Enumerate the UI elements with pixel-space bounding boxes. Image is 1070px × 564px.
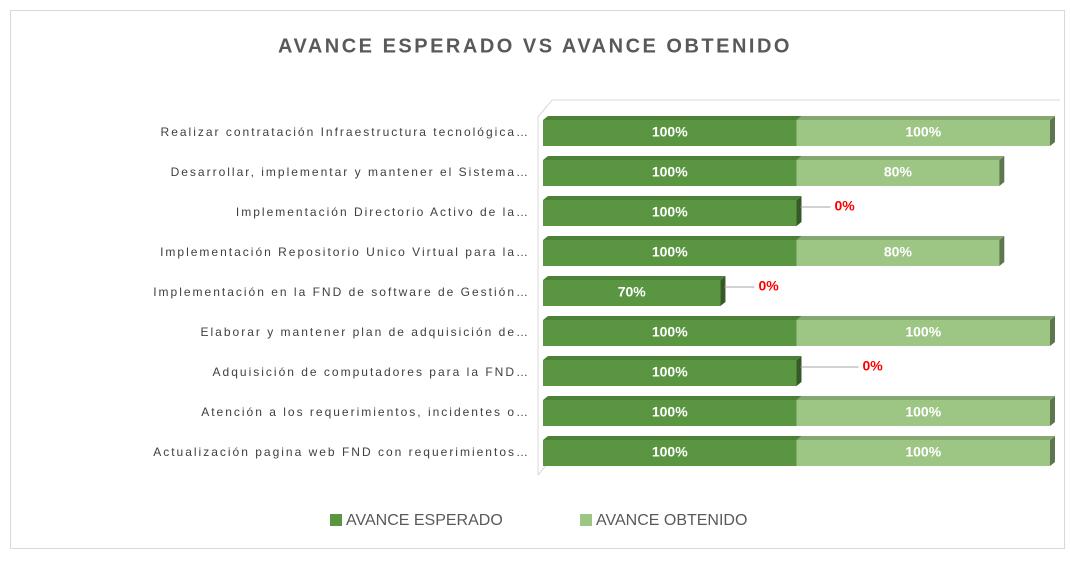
bar-side bbox=[999, 236, 1005, 266]
data-label: 0% bbox=[863, 358, 884, 374]
data-label: 100% bbox=[652, 124, 688, 140]
data-label: 100% bbox=[652, 444, 688, 460]
bar-segment bbox=[796, 160, 1000, 186]
bar-side bbox=[720, 276, 726, 306]
data-label: 100% bbox=[905, 124, 941, 140]
bar-top bbox=[543, 156, 802, 160]
bar-segment bbox=[543, 400, 797, 426]
y-tick-label: Desarrollar, implementar y mantener el S… bbox=[171, 165, 530, 179]
bar-side bbox=[999, 156, 1005, 186]
y-tick-label: Implementación Directorio Activo de la… bbox=[236, 205, 530, 219]
bar-side bbox=[1050, 316, 1055, 346]
bar-segment bbox=[796, 400, 1050, 426]
y-tick-label: Implementación en la FND de software de … bbox=[153, 285, 530, 299]
bar-segment bbox=[796, 320, 1050, 346]
bar-top bbox=[543, 316, 802, 320]
data-label: 0% bbox=[835, 198, 856, 214]
bar-top bbox=[543, 196, 802, 200]
bar-top bbox=[796, 236, 1005, 240]
bar-top bbox=[796, 436, 1055, 440]
data-label: 100% bbox=[905, 444, 941, 460]
bar-segment bbox=[543, 160, 797, 186]
bar-top bbox=[543, 396, 802, 400]
data-label: 100% bbox=[652, 404, 688, 420]
y-tick-label: Elaborar y mantener plan de adquisición … bbox=[201, 325, 530, 339]
bar-segment bbox=[543, 360, 797, 386]
bar-side bbox=[796, 356, 802, 386]
y-tick-label: Implementación Repositorio Unico Virtual… bbox=[160, 245, 530, 259]
bar-side bbox=[1050, 436, 1055, 466]
legend-label: AVANCE OBTENIDO bbox=[596, 512, 747, 529]
legend-label: AVANCE ESPERADO bbox=[346, 512, 503, 529]
y-tick-label: Adquisición de computadores para la FND… bbox=[213, 365, 530, 379]
bar-top bbox=[543, 236, 802, 240]
data-label: 80% bbox=[884, 244, 913, 260]
bar-top bbox=[796, 156, 1005, 160]
legend-swatch bbox=[580, 514, 592, 526]
data-label: 70% bbox=[618, 284, 647, 300]
data-label: 100% bbox=[652, 164, 688, 180]
bar-top bbox=[796, 396, 1055, 400]
bar-top bbox=[543, 116, 802, 120]
bar-segment bbox=[543, 440, 797, 466]
bar-segment bbox=[796, 240, 1000, 266]
y-tick-label: Atención a los requerimientos, incidente… bbox=[201, 405, 530, 419]
bar-top bbox=[543, 356, 802, 360]
bar-side bbox=[1050, 116, 1055, 146]
bar-side bbox=[796, 196, 802, 226]
bar-segment bbox=[543, 120, 797, 146]
bar-side bbox=[1050, 396, 1055, 426]
bar-top bbox=[796, 316, 1055, 320]
data-label: 100% bbox=[652, 364, 688, 380]
data-label: 0% bbox=[758, 278, 779, 294]
bar-segment bbox=[543, 240, 797, 266]
bar-segment bbox=[796, 120, 1050, 146]
data-label: 100% bbox=[652, 244, 688, 260]
legend-swatch bbox=[330, 514, 342, 526]
bar-top bbox=[543, 436, 802, 440]
data-label: 80% bbox=[884, 164, 913, 180]
bar-segment bbox=[543, 320, 797, 346]
y-tick-label: Actualización pagina web FND con requeri… bbox=[153, 445, 530, 459]
bar-top bbox=[543, 276, 726, 280]
y-tick-label: Realizar contratación Infraestructura te… bbox=[161, 125, 530, 139]
bar-top bbox=[796, 116, 1055, 120]
data-label: 100% bbox=[652, 324, 688, 340]
data-label: 100% bbox=[905, 404, 941, 420]
data-label: 100% bbox=[652, 204, 688, 220]
bar-segment bbox=[543, 200, 797, 226]
bar-segment bbox=[543, 280, 721, 306]
chart-title: AVANCE ESPERADO VS AVANCE OBTENIDO bbox=[278, 35, 792, 57]
bar-segment bbox=[796, 440, 1050, 466]
data-label: 100% bbox=[905, 324, 941, 340]
